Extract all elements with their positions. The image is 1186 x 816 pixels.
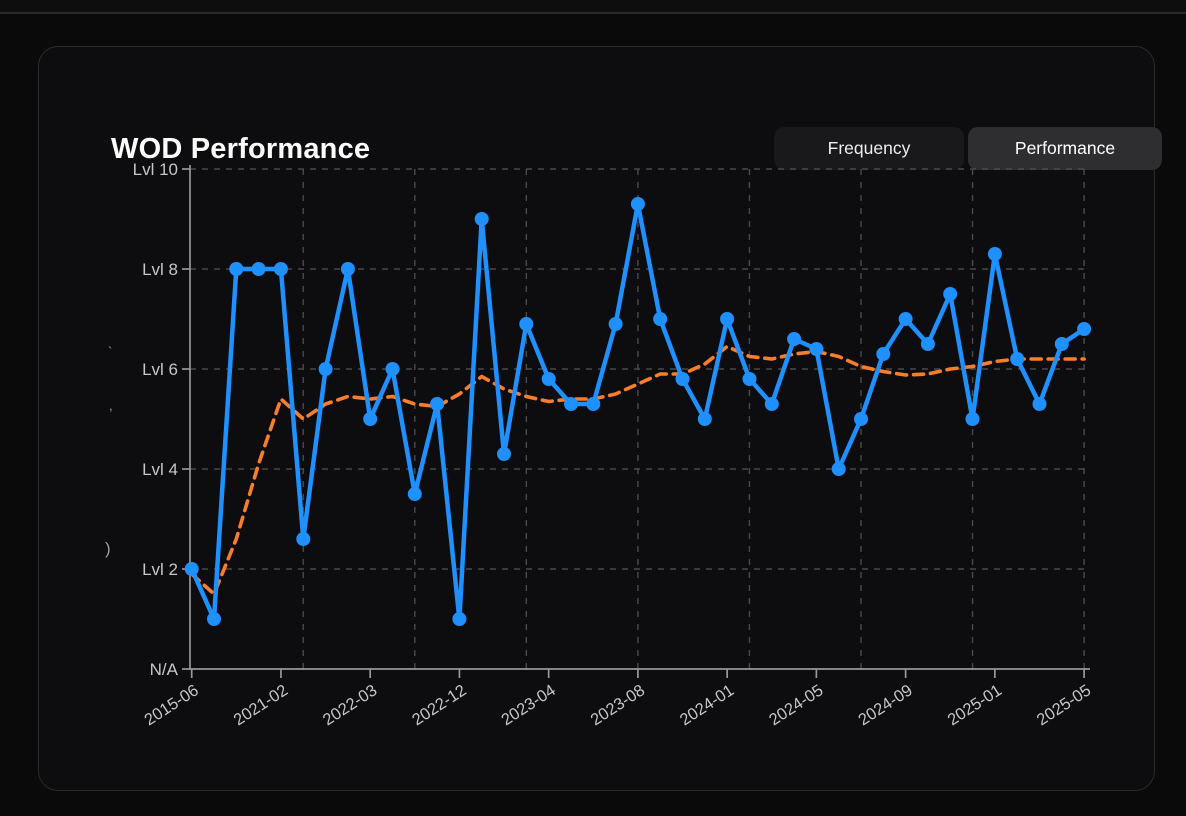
data-point (452, 612, 467, 626)
x-tick-label: 2022-12 (409, 681, 470, 729)
x-tick-label: 2023-08 (587, 681, 648, 729)
data-point (608, 317, 623, 331)
data-point (207, 612, 221, 626)
y-tick-label: Lvl 6 (142, 360, 178, 379)
data-point (586, 397, 601, 411)
data-point (720, 312, 735, 326)
performance-level-line (189, 201, 1087, 622)
data-point (943, 287, 958, 301)
data-point (653, 312, 668, 326)
data-point (1010, 352, 1025, 366)
top-divider (0, 12, 1186, 14)
x-tick-label: 2024-01 (677, 681, 738, 729)
trend-average-line (189, 344, 1086, 596)
horizontal-gridlines (190, 168, 1090, 570)
y-axis-label-fragment: ` (108, 344, 113, 359)
x-tick-label: 2022-03 (320, 681, 381, 729)
x-tick-label: 2025-05 (1034, 681, 1095, 729)
chart-mode-toggle: Frequency Performance (774, 127, 1162, 170)
data-point (987, 247, 1002, 261)
axis-spine (189, 165, 1090, 670)
data-point (407, 487, 422, 501)
data-point (1054, 337, 1069, 351)
performance-tab[interactable]: Performance (968, 127, 1162, 170)
data-point (1077, 322, 1092, 336)
x-tick-label: 2024-05 (766, 681, 827, 729)
frequency-tab[interactable]: Frequency (774, 127, 964, 170)
top-toolbar-edge (0, 0, 1186, 12)
y-tick-label: Lvl 8 (142, 260, 178, 279)
data-point (363, 412, 378, 426)
y-axis: Lvl 10 Lvl 8 Lvl 6 Lvl 4 Lvl 2 N/A (133, 160, 190, 679)
data-point (541, 372, 556, 386)
data-point (742, 372, 757, 386)
data-point (340, 262, 355, 276)
data-point (474, 212, 489, 226)
x-axis: 2015-06 2021-02 2022-03 2022-12 2023-04 2023-… (141, 669, 1094, 729)
data-point (430, 397, 445, 411)
data-point (787, 332, 802, 346)
data-point (1032, 397, 1047, 411)
y-tick-label: Lvl 4 (142, 460, 178, 479)
y-tick-label: Lvl 2 (142, 560, 178, 579)
data-point (318, 362, 333, 376)
data-point (229, 262, 244, 276)
data-point (273, 262, 288, 276)
data-point (184, 562, 199, 576)
performance-level-markers (184, 197, 1092, 626)
y-tick-label: N/A (150, 660, 179, 679)
y-tick-label: Lvl 10 (133, 160, 178, 179)
data-point (385, 362, 400, 376)
data-point (564, 397, 578, 411)
data-point (519, 317, 534, 331)
data-point (854, 412, 868, 426)
data-point (764, 397, 779, 411)
data-point (876, 347, 891, 361)
data-point (251, 262, 266, 276)
data-point (497, 447, 511, 461)
data-point (809, 342, 824, 356)
data-point (630, 197, 645, 211)
y-axis-label-fragment: , (109, 398, 113, 413)
x-tick-label: 2015-06 (141, 681, 202, 729)
data-point (898, 312, 913, 326)
x-tick-label: 2023-04 (498, 681, 559, 729)
x-tick-label: 2024-09 (855, 681, 916, 729)
x-tick-label: 2021-02 (231, 681, 292, 729)
data-point (675, 372, 690, 386)
data-point (296, 532, 311, 546)
data-point (697, 412, 712, 426)
data-point (831, 462, 846, 476)
x-tick-label: 2025-01 (944, 681, 1005, 729)
data-point (920, 337, 935, 351)
card-title: WOD Performance (111, 133, 371, 165)
y-axis-label-fragment: ) (105, 539, 111, 558)
data-point (965, 412, 980, 426)
